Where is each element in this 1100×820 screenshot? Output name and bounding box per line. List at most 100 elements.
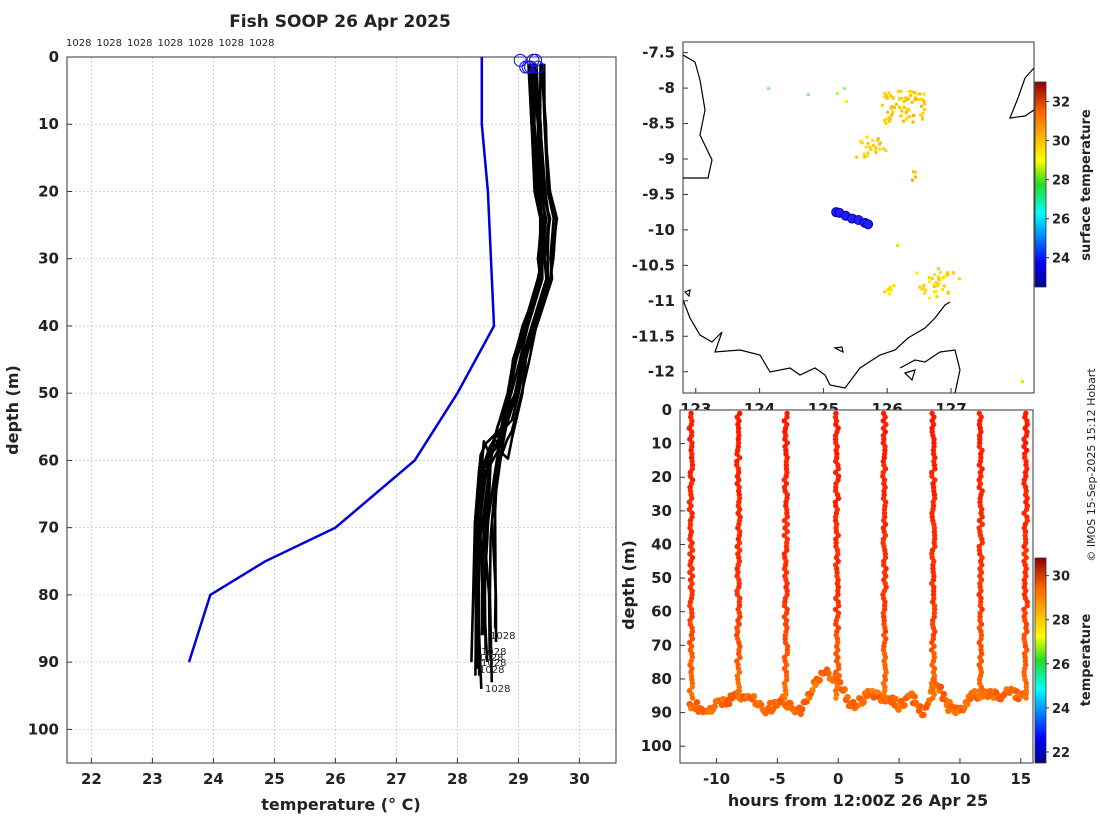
section-point	[835, 495, 842, 502]
sst-pixel	[882, 147, 886, 151]
coastline-timor-west	[683, 54, 713, 179]
profile-ytick-label: 0	[49, 48, 59, 66]
profile-ytick-label: 30	[38, 250, 59, 268]
sst-pixel	[909, 93, 913, 97]
sst-pixel	[904, 111, 908, 115]
sst-pixel	[866, 151, 870, 155]
section-point	[737, 455, 743, 461]
map-ytick-label: -8.5	[642, 115, 675, 133]
map-coastline	[683, 54, 1034, 393]
sst-pixel	[957, 277, 961, 281]
sst-pixel	[868, 145, 872, 149]
section-colorbar-bar	[1034, 557, 1047, 764]
section-point	[844, 693, 851, 701]
sst-pixel	[913, 98, 917, 102]
profile-xtick-label: 30	[569, 770, 590, 788]
sst-pixel	[918, 92, 922, 96]
sst-pixel	[910, 90, 914, 94]
profile-surface-marker	[521, 60, 535, 74]
sst-pixel	[767, 87, 770, 90]
sst-pixel	[864, 145, 868, 149]
coastline-islet-2	[833, 346, 844, 354]
map-ytick-label: -9.5	[642, 185, 675, 203]
sst-pixel	[922, 102, 926, 106]
section-point	[784, 506, 790, 513]
ship-track-point	[863, 219, 874, 230]
section-point	[735, 695, 742, 701]
section-point	[940, 690, 948, 698]
section-point	[932, 466, 938, 472]
sst-pixel	[924, 288, 928, 292]
sst-pixel	[885, 96, 889, 100]
sst-pixel	[928, 296, 931, 300]
section-point	[783, 458, 789, 465]
section-xtick-label: 5	[894, 770, 904, 788]
climatology-line	[187, 57, 496, 663]
sst-pixel	[887, 119, 891, 123]
sst-pixel	[910, 100, 914, 104]
sst-pixel	[863, 155, 867, 159]
profile-ticks: 22 23 24 25 26 27 28 29 30 0 10 20 30 40 50 60 70 80 90 100…	[28, 38, 590, 788]
sst-pixel	[922, 92, 926, 96]
sst-pixel	[892, 284, 896, 287]
sst-pixel	[871, 138, 875, 142]
sst-pixel	[938, 278, 941, 282]
sst-pixel	[930, 277, 934, 281]
sst-pixel	[884, 121, 888, 125]
profile-ytick-label: 60	[38, 451, 59, 469]
coastline-islet-3	[903, 369, 916, 382]
credit-text: © IMOS 15-Sep-2025 15:12 Hobart	[1085, 368, 1098, 562]
sst-pixel	[922, 99, 926, 103]
sst-pixel	[859, 139, 863, 143]
section-point	[1024, 628, 1030, 635]
section-point	[816, 677, 823, 684]
sst-pixel	[891, 96, 895, 100]
section-point	[930, 695, 936, 701]
section-point	[784, 529, 790, 535]
sst-pixel	[865, 135, 869, 139]
sst-pixel	[927, 276, 931, 280]
section-point	[883, 695, 889, 701]
sst-pixel	[862, 152, 866, 156]
chart-title: Fish SOOP 26 Apr 2025	[229, 12, 451, 32]
section-colorbar-tick-label: 28	[1052, 614, 1070, 629]
sst-pixel	[836, 92, 839, 95]
section-point	[901, 702, 908, 709]
profile-lines	[470, 63, 559, 690]
profile-ytick-label: 90	[38, 653, 59, 671]
profile-grid	[67, 56, 616, 763]
section-point	[835, 466, 841, 472]
sst-pixel	[905, 98, 909, 102]
climatology-series	[187, 57, 496, 663]
profile-ytick-label: 10	[38, 115, 59, 133]
profile-top-label: 1028	[158, 38, 183, 49]
sst-pixel	[908, 90, 912, 93]
section-point	[711, 703, 718, 710]
profile-xtick-label: 22	[81, 770, 102, 788]
section-point	[979, 521, 985, 527]
profile-xtick-label: 26	[325, 770, 346, 788]
sst-pixel	[889, 107, 893, 111]
section-point	[836, 665, 842, 672]
section-point	[977, 695, 984, 701]
map-colorbar-ticks: 24 26 28 30 32	[1046, 96, 1070, 267]
map-ytick-label: -11	[648, 292, 675, 310]
sst-pixel	[890, 105, 894, 109]
section-point	[832, 469, 839, 476]
profile-xtick-label: 25	[264, 770, 285, 788]
sst-pixel	[845, 100, 848, 103]
profile-bottom-label: 1028	[481, 647, 506, 658]
map-colorbar-tick-label: 26	[1052, 213, 1070, 228]
sst-pixel	[935, 290, 938, 294]
section-point	[937, 683, 945, 691]
sst-pixel	[888, 292, 891, 296]
sst-pixel	[883, 92, 887, 96]
section-ytick-label: 80	[651, 670, 672, 688]
sst-pixel	[896, 244, 899, 247]
section-point	[686, 506, 693, 513]
sst-pixel	[941, 288, 945, 292]
sst-pixel	[935, 295, 939, 299]
sst-pixel	[944, 274, 948, 278]
section-point	[895, 706, 902, 713]
sst-pixel	[912, 91, 916, 94]
